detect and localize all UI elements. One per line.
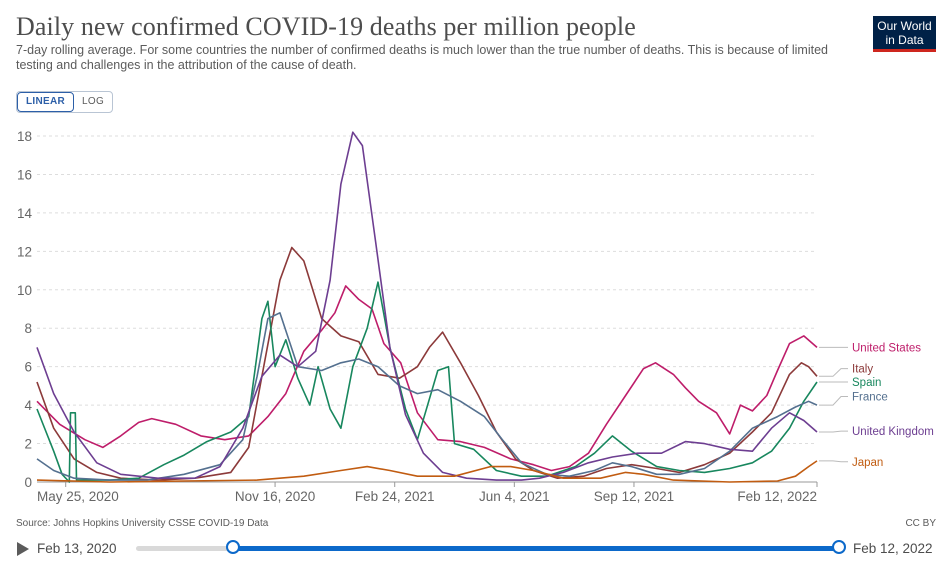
end-label-united-kingdom: United Kingdom	[852, 426, 934, 438]
timeline-start-handle[interactable]	[226, 540, 240, 554]
end-label-connector	[819, 396, 848, 406]
license-link[interactable]: CC BY	[905, 518, 936, 529]
x-tick-label: Nov 16, 2020	[235, 489, 315, 504]
y-tick-label: 18	[17, 129, 32, 144]
series-line-france	[36, 312, 818, 481]
log-scale-button[interactable]: LOG	[82, 96, 105, 107]
series-line-spain	[36, 281, 818, 483]
end-label-united-states: United States	[852, 342, 921, 354]
timeline-selected-range	[233, 546, 839, 551]
logo-line-1: Our World	[877, 19, 932, 33]
y-tick-label: 10	[17, 283, 32, 298]
logo-line-2: in Data	[885, 33, 924, 47]
play-icon[interactable]	[17, 542, 29, 556]
timeline-end-label: Feb 12, 2022	[853, 541, 933, 556]
end-label-connector	[819, 460, 848, 463]
series-line-japan	[36, 460, 818, 483]
source-note: Source: Johns Hopkins University CSSE CO…	[16, 518, 269, 529]
y-tick-label: 12	[17, 244, 32, 259]
end-label-connector	[819, 368, 848, 377]
series-line-united-kingdom	[36, 131, 818, 481]
y-tick-label: 0	[24, 475, 32, 490]
end-label-connector	[819, 430, 848, 433]
end-label-france: France	[852, 391, 888, 403]
x-tick-label: May 25, 2020	[37, 489, 119, 504]
series-line-italy	[36, 246, 818, 481]
axes: 0 2 4 6 8 10 12 14 16 18 May 25, 2020 Nov 16, 2020 F…	[17, 129, 818, 504]
series-lines	[36, 131, 818, 483]
gridlines	[37, 135, 817, 445]
series-line-united-states	[36, 285, 818, 472]
end-label-japan: Japan	[852, 457, 883, 469]
x-tick-label: Feb 12, 2022	[737, 489, 817, 504]
end-label-spain: Spain	[852, 377, 881, 389]
y-tick-label: 14	[17, 206, 33, 221]
y-tick-label: 4	[24, 398, 32, 413]
y-tick-label: 6	[24, 360, 32, 375]
y-tick-label: 8	[24, 321, 32, 336]
owid-logo[interactable]: Our World in Data	[873, 16, 936, 52]
y-tick-label: 16	[17, 167, 32, 182]
x-tick-label: Jun 4, 2021	[479, 489, 550, 504]
chart-subtitle: 7-day rolling average. For some countrie…	[16, 43, 828, 72]
end-label-italy: Italy	[852, 364, 873, 376]
y-tick-label: 2	[24, 437, 32, 452]
scale-toggle: LINEAR LOG	[16, 91, 114, 113]
timeline-end-handle[interactable]	[832, 540, 846, 554]
timeline-start-label: Feb 13, 2020	[37, 541, 117, 556]
chart-title: Daily new confirmed COVID-19 deaths per …	[16, 12, 636, 41]
x-tick-label: Feb 24, 2021	[355, 489, 435, 504]
x-tick-label: Sep 12, 2021	[594, 489, 674, 504]
linear-scale-button[interactable]: LINEAR	[17, 92, 75, 112]
